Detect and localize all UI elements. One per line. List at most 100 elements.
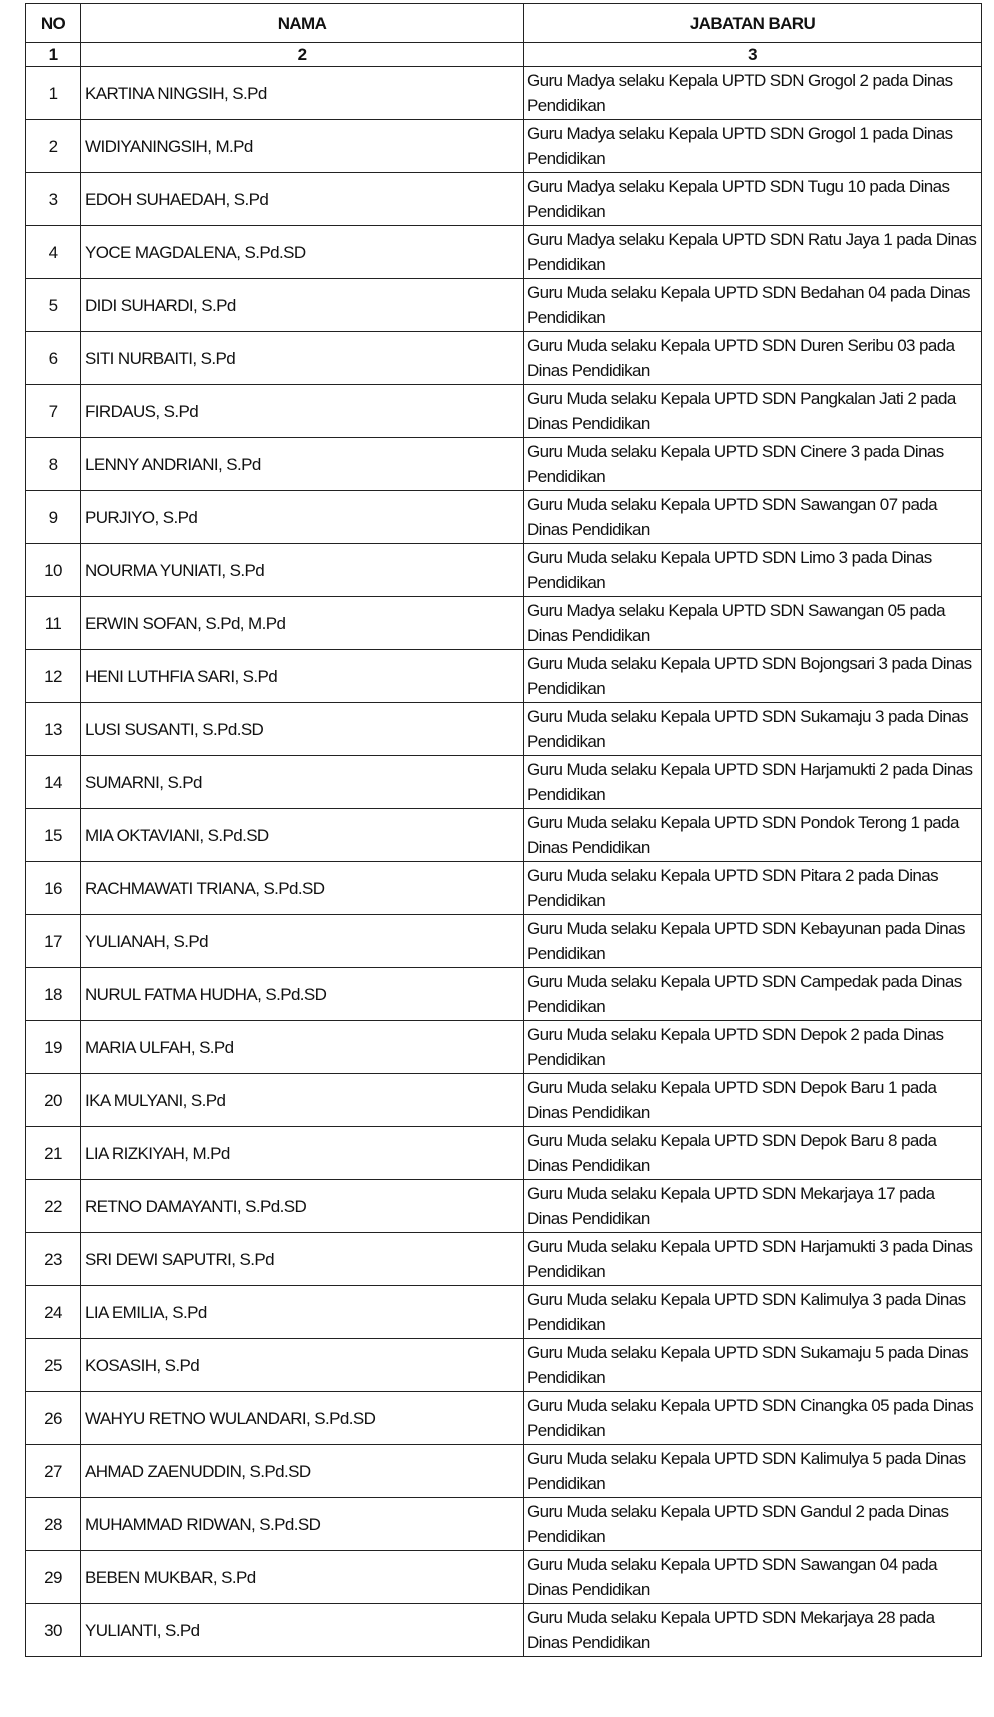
column-number: 2 (80, 42, 524, 67)
header-nama: NAMA (80, 3, 524, 43)
row-number: 7 (25, 384, 81, 438)
table-row: 8 LENNY ANDRIANI, S.Pd Guru Muda selaku Ke… (25, 437, 982, 491)
row-jabatan: Guru Muda selaku Kepala UPTD SDN Pangkal… (523, 384, 982, 438)
row-nama: LUSI SUSANTI, S.Pd.SD (80, 702, 524, 756)
row-nama: DIDI SUHARDI, S.Pd (80, 278, 524, 332)
row-jabatan: Guru Muda selaku Kepala UPTD SDN Duren S… (523, 331, 982, 385)
row-nama: LIA EMILIA, S.Pd (80, 1285, 524, 1339)
row-number: 11 (25, 596, 81, 650)
table-row: 27 AHMAD ZAENUDDIN, S.Pd.SD Guru Muda sela… (25, 1444, 982, 1498)
row-number: 18 (25, 967, 81, 1021)
row-jabatan: Guru Madya selaku Kepala UPTD SDN Ratu J… (523, 225, 982, 279)
table-row: 16 RACHMAWATI TRIANA, S.Pd.SD Guru Muda se… (25, 861, 982, 915)
row-number: 2 (25, 119, 81, 173)
row-nama: IKA MULYANI, S.Pd (80, 1073, 524, 1127)
row-jabatan: Guru Muda selaku Kepala UPTD SDN Sukamaj… (523, 702, 982, 756)
row-nama: YOCE MAGDALENA, S.Pd.SD (80, 225, 524, 279)
table-row: 4 YOCE MAGDALENA, S.Pd.SD Guru Madya selak… (25, 225, 982, 279)
table-row: 7 FIRDAUS, S.Pd Guru Muda selaku Kepala UP… (25, 384, 982, 438)
row-number: 15 (25, 808, 81, 862)
row-nama: LIA RIZKIYAH, M.Pd (80, 1126, 524, 1180)
row-nama: KARTINA NINGSIH, S.Pd (80, 66, 524, 120)
row-nama: RACHMAWATI TRIANA, S.Pd.SD (80, 861, 524, 915)
row-number: 23 (25, 1232, 81, 1286)
row-jabatan: Guru Muda selaku Kepala UPTD SDN Sawanga… (523, 1550, 982, 1604)
table-row: 5 DIDI SUHARDI, S.Pd Guru Muda selaku Kepa… (25, 278, 982, 332)
row-number: 6 (25, 331, 81, 385)
table-row: 29 BEBEN MUKBAR, S.Pd Guru Muda selaku Kep… (25, 1550, 982, 1604)
row-number: 27 (25, 1444, 81, 1498)
row-number: 9 (25, 490, 81, 544)
row-jabatan: Guru Madya selaku Kepala UPTD SDN Grogol… (523, 119, 982, 173)
row-jabatan: Guru Muda selaku Kepala UPTD SDN Mekarja… (523, 1603, 982, 1657)
row-number: 13 (25, 702, 81, 756)
row-nama: MUHAMMAD RIDWAN, S.Pd.SD (80, 1497, 524, 1551)
row-jabatan: Guru Madya selaku Kepala UPTD SDN Grogol… (523, 66, 982, 120)
row-number: 30 (25, 1603, 81, 1657)
row-nama: PURJIYO, S.Pd (80, 490, 524, 544)
row-number: 26 (25, 1391, 81, 1445)
row-jabatan: Guru Muda selaku Kepala UPTD SDN Limo 3 … (523, 543, 982, 597)
row-jabatan: Guru Muda selaku Kepala UPTD SDN Sawanga… (523, 490, 982, 544)
row-nama: YULIANTI, S.Pd (80, 1603, 524, 1657)
table-row: 3 EDOH SUHAEDAH, S.Pd Guru Madya selaku Ke… (25, 172, 982, 226)
row-jabatan: Guru Muda selaku Kepala UPTD SDN Campeda… (523, 967, 982, 1021)
row-nama: ERWIN SOFAN, S.Pd, M.Pd (80, 596, 524, 650)
row-nama: SITI NURBAITI, S.Pd (80, 331, 524, 385)
column-number: 3 (523, 42, 982, 67)
table-row: 25 KOSASIH, S.Pd Guru Muda selaku Kepala U… (25, 1338, 982, 1392)
row-jabatan: Guru Muda selaku Kepala UPTD SDN Kebayun… (523, 914, 982, 968)
table-row: 23 SRI DEWI SAPUTRI, S.Pd Guru Muda selaku… (25, 1232, 982, 1286)
column-number-row: 1 2 3 (25, 42, 982, 67)
row-nama: BEBEN MUKBAR, S.Pd (80, 1550, 524, 1604)
row-nama: MARIA ULFAH, S.Pd (80, 1020, 524, 1074)
jabatan-table: NO NAMA JABATAN BARU 1 2 3 1 KARTINA NING… (25, 3, 982, 1657)
table-row: 24 LIA EMILIA, S.Pd Guru Muda selaku Kepal… (25, 1285, 982, 1339)
row-jabatan: Guru Muda selaku Kepala UPTD SDN Depok B… (523, 1126, 982, 1180)
row-jabatan: Guru Muda selaku Kepala UPTD SDN Gandul … (523, 1497, 982, 1551)
table-row: 15 MIA OKTAVIANI, S.Pd.SD Guru Muda selaku… (25, 808, 982, 862)
row-number: 14 (25, 755, 81, 809)
row-nama: RETNO DAMAYANTI, S.Pd.SD (80, 1179, 524, 1233)
row-jabatan: Guru Muda selaku Kepala UPTD SDN Pitara … (523, 861, 982, 915)
row-nama: LENNY ANDRIANI, S.Pd (80, 437, 524, 491)
column-number: 1 (25, 42, 81, 67)
row-nama: KOSASIH, S.Pd (80, 1338, 524, 1392)
row-jabatan: Guru Muda selaku Kepala UPTD SDN Depok B… (523, 1073, 982, 1127)
row-jabatan: Guru Muda selaku Kepala UPTD SDN Harjamu… (523, 1232, 982, 1286)
table-row: 28 MUHAMMAD RIDWAN, S.Pd.SD Guru Muda sela… (25, 1497, 982, 1551)
row-nama: MIA OKTAVIANI, S.Pd.SD (80, 808, 524, 862)
table-row: 18 NURUL FATMA HUDHA, S.Pd.SD Guru Muda se… (25, 967, 982, 1021)
row-jabatan: Guru Muda selaku Kepala UPTD SDN Bojongs… (523, 649, 982, 703)
row-jabatan: Guru Muda selaku Kepala UPTD SDN Depok 2… (523, 1020, 982, 1074)
table-row: 1 KARTINA NINGSIH, S.Pd Guru Madya selaku … (25, 66, 982, 120)
row-jabatan: Guru Muda selaku Kepala UPTD SDN Harjamu… (523, 755, 982, 809)
row-jabatan: Guru Muda selaku Kepala UPTD SDN Bedahan… (523, 278, 982, 332)
header-jabatan-baru: JABATAN BARU (523, 3, 982, 43)
header-no: NO (25, 3, 81, 43)
table-row: 20 IKA MULYANI, S.Pd Guru Muda selaku Kepa… (25, 1073, 982, 1127)
header-row: NO NAMA JABATAN BARU (25, 3, 982, 43)
row-nama: HENI LUTHFIA SARI, S.Pd (80, 649, 524, 703)
row-nama: SRI DEWI SAPUTRI, S.Pd (80, 1232, 524, 1286)
table-row: 30 YULIANTI, S.Pd Guru Muda selaku Kepala … (25, 1603, 982, 1657)
table-row: 19 MARIA ULFAH, S.Pd Guru Muda selaku Kepa… (25, 1020, 982, 1074)
row-jabatan: Guru Muda selaku Kepala UPTD SDN Cinangk… (523, 1391, 982, 1445)
row-number: 16 (25, 861, 81, 915)
row-nama: WIDIYANINGSIH, M.Pd (80, 119, 524, 173)
row-nama: SUMARNI, S.Pd (80, 755, 524, 809)
table-row: 14 SUMARNI, S.Pd Guru Muda selaku Kepala U… (25, 755, 982, 809)
row-jabatan: Guru Muda selaku Kepala UPTD SDN Cinere … (523, 437, 982, 491)
row-nama: YULIANAH, S.Pd (80, 914, 524, 968)
table-row: 2 WIDIYANINGSIH, M.Pd Guru Madya selaku Ke… (25, 119, 982, 173)
row-nama: NURUL FATMA HUDHA, S.Pd.SD (80, 967, 524, 1021)
row-number: 5 (25, 278, 81, 332)
row-number: 4 (25, 225, 81, 279)
table-row: 10 NOURMA YUNIATI, S.Pd Guru Muda selaku K… (25, 543, 982, 597)
row-jabatan: Guru Muda selaku Kepala UPTD SDN Pondok … (523, 808, 982, 862)
table-row: 22 RETNO DAMAYANTI, S.Pd.SD Guru Muda sela… (25, 1179, 982, 1233)
row-nama: AHMAD ZAENUDDIN, S.Pd.SD (80, 1444, 524, 1498)
row-jabatan: Guru Muda selaku Kepala UPTD SDN Kalimul… (523, 1444, 982, 1498)
row-number: 22 (25, 1179, 81, 1233)
row-nama: NOURMA YUNIATI, S.Pd (80, 543, 524, 597)
